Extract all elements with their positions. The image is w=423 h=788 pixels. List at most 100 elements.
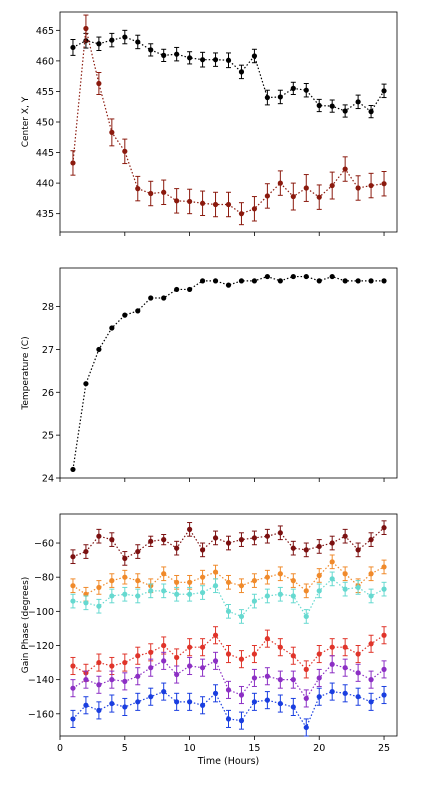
data-point (135, 308, 141, 314)
data-point (161, 52, 167, 58)
data-point (161, 295, 167, 301)
data-point (70, 44, 76, 51)
data-point (187, 286, 193, 293)
data-point (368, 593, 374, 599)
data-point (355, 584, 361, 591)
y-tick-label: 26 (42, 388, 54, 399)
data-point (148, 588, 154, 594)
data-point (225, 540, 232, 546)
data-point (329, 689, 335, 695)
data-point (264, 593, 270, 599)
series-line (72, 275, 385, 470)
data-point (199, 200, 206, 206)
y-tick-label: 460 (36, 56, 54, 67)
data-point (187, 579, 193, 585)
data-point (381, 666, 387, 673)
data-point (161, 571, 167, 577)
data-point (303, 666, 309, 673)
data-point (368, 109, 374, 115)
data-point (187, 699, 193, 705)
data-point (381, 692, 387, 698)
x-tick-label: 0 (57, 743, 63, 754)
data-point (96, 707, 102, 713)
data-point (355, 185, 361, 191)
series-1 (70, 520, 387, 566)
data-point (109, 325, 115, 331)
data-point (316, 675, 322, 681)
data-point (83, 677, 89, 683)
data-point (187, 663, 193, 669)
data-point (70, 554, 76, 560)
data-point (135, 653, 141, 659)
data-point (329, 273, 335, 280)
data-point (225, 651, 232, 657)
data-point (355, 278, 361, 284)
data-point (122, 678, 128, 684)
data-point (187, 55, 193, 61)
data-point (381, 278, 387, 284)
data-point (70, 466, 76, 473)
data-point (316, 651, 322, 657)
data-point (342, 644, 348, 650)
x-tick-label: 25 (378, 743, 390, 754)
data-point (174, 545, 180, 551)
data-point (329, 103, 335, 109)
data-point (342, 665, 348, 671)
data-point (264, 697, 270, 703)
data-point (174, 198, 180, 204)
data-point (381, 525, 387, 531)
data-point (148, 665, 154, 671)
data-point (199, 644, 206, 650)
data-point (238, 69, 245, 75)
series-1 (70, 29, 387, 119)
data-point (303, 588, 309, 594)
data-point (238, 537, 245, 543)
data-point (290, 593, 296, 599)
data-point (303, 724, 309, 731)
data-point (290, 273, 296, 280)
y-tick-label: 27 (42, 345, 54, 356)
data-point (316, 572, 322, 579)
data-point (187, 591, 193, 597)
data-point (316, 194, 322, 200)
data-point (161, 537, 167, 543)
data-point (342, 571, 348, 577)
data-point (83, 600, 89, 606)
series-5 (70, 651, 387, 708)
data-point (251, 206, 258, 212)
data-point (161, 588, 167, 594)
data-point (329, 559, 335, 565)
data-point (148, 538, 154, 544)
data-point (225, 57, 232, 63)
data-point (342, 533, 348, 539)
data-point (368, 699, 374, 705)
data-point (277, 700, 283, 707)
y-tick-label: 450 (36, 118, 54, 129)
data-point (277, 591, 283, 597)
data-point (342, 166, 348, 172)
data-point (70, 583, 76, 589)
y-tick-label: −160 (28, 709, 54, 720)
data-point (109, 578, 115, 584)
data-point (277, 530, 283, 536)
data-point (225, 687, 232, 693)
data-point (187, 644, 193, 650)
data-point (70, 663, 76, 669)
data-point (122, 148, 128, 154)
data-point (212, 278, 219, 284)
data-point (109, 37, 115, 43)
data-point (316, 102, 322, 109)
x-tick-label: 10 (184, 743, 196, 754)
data-point (212, 583, 219, 589)
data-point (161, 689, 167, 695)
data-point (148, 190, 154, 197)
axes-frame (59, 267, 398, 479)
y-axis-label: Center X, Y (21, 96, 31, 147)
data-point (238, 211, 245, 217)
data-point (199, 57, 206, 63)
data-point (264, 574, 270, 580)
data-point (264, 193, 270, 199)
data-point (122, 704, 128, 710)
data-point (277, 571, 283, 577)
